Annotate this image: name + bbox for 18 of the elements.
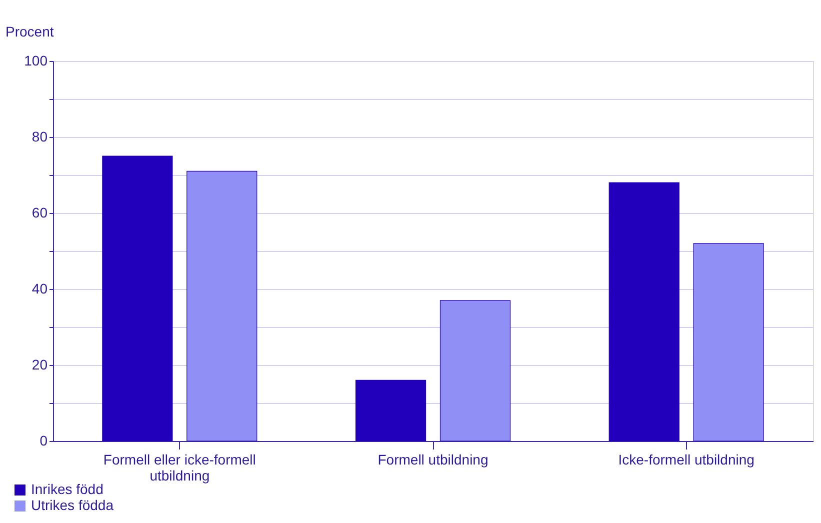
y-axis-title: Procent (6, 24, 54, 40)
x-tick-label: Formell eller icke-formell utbildning (103, 452, 256, 484)
x-tick-label: Formell utbildning (378, 452, 488, 468)
bar (608, 182, 680, 442)
bar (440, 300, 511, 442)
bar (186, 170, 258, 442)
bar (355, 380, 426, 442)
legend-label: Inrikes född (31, 481, 104, 497)
y-tick-label: 60 (32, 204, 48, 220)
y-tick-label: 0 (40, 432, 48, 448)
y-tick-label: 20 (32, 356, 48, 372)
bar (102, 156, 173, 442)
y-tick-label: 100 (24, 52, 48, 68)
legend-label: Utrikes födda (31, 497, 114, 513)
bar (693, 243, 764, 442)
y-tick-label: 80 (32, 128, 48, 144)
x-tick-label: Icke-formell utbildning (618, 452, 754, 468)
y-tick-label: 40 (32, 280, 48, 296)
